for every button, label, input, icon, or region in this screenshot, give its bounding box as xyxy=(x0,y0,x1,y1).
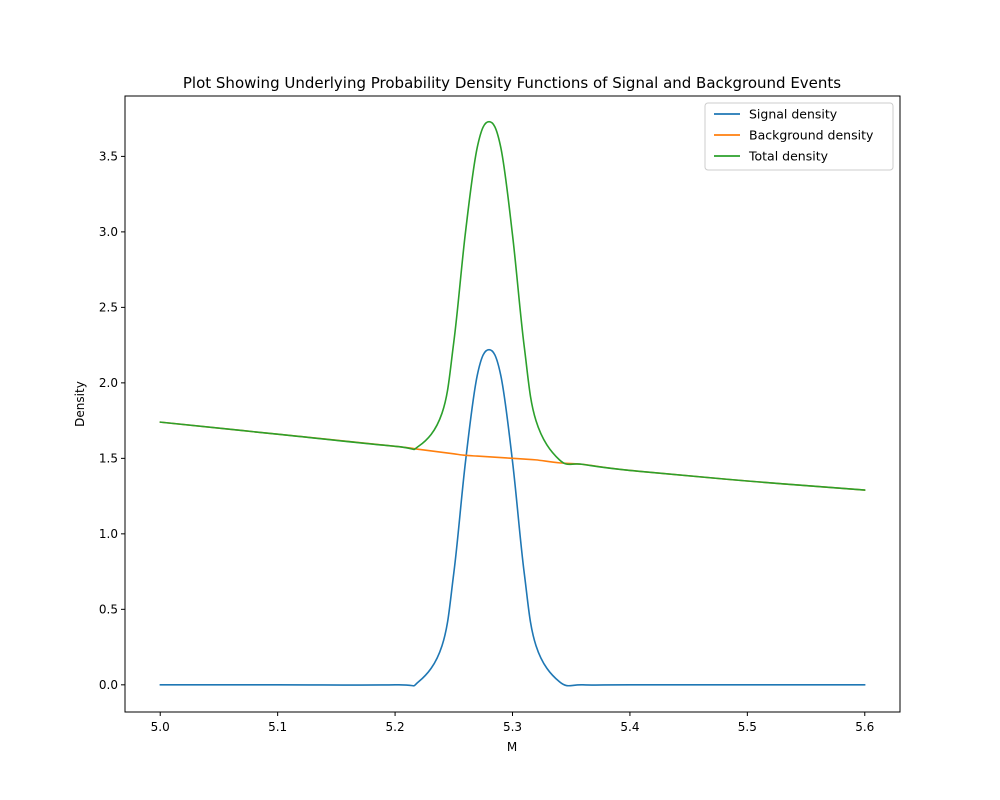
plot-area-frame xyxy=(124,95,901,713)
y-tick-label: 2.0 xyxy=(99,376,118,390)
y-tick-label: 3.0 xyxy=(99,225,118,239)
y-tick-label: 1.0 xyxy=(99,527,118,541)
series-layer xyxy=(159,120,866,687)
series-line-total-density xyxy=(159,120,866,491)
legend-items: Signal density Background density Total de… xyxy=(714,107,874,164)
y-tick-label: 3.5 xyxy=(99,149,118,163)
x-axis-ticks: 5.0 5.1 5.2 5.3 5.4 5.5 5.6 xyxy=(151,712,874,734)
legend-label: Total density xyxy=(748,149,829,164)
legend-label: Background density xyxy=(749,128,874,143)
x-tick-label: 5.4 xyxy=(620,720,639,734)
x-tick-label: 5.1 xyxy=(268,720,287,734)
x-axis-label: M xyxy=(507,740,517,754)
x-tick-label: 5.0 xyxy=(151,720,170,734)
x-tick-label: 5.3 xyxy=(503,720,522,734)
y-tick-label: 1.5 xyxy=(99,451,118,465)
x-tick-label: 5.5 xyxy=(738,720,757,734)
x-tick-label: 5.6 xyxy=(855,720,874,734)
y-tick-label: 0.5 xyxy=(99,602,118,616)
y-tick-label: 0.0 xyxy=(99,678,118,692)
y-axis-label: Density xyxy=(73,381,87,427)
y-axis-ticks: 0.0 0.5 1.0 1.5 2.0 2.5 3.0 3.5 xyxy=(99,149,125,692)
x-tick-label: 5.2 xyxy=(386,720,405,734)
legend: Signal density Background density Total de… xyxy=(704,102,894,171)
chart-title: Plot Showing Underlying Probability Dens… xyxy=(183,74,841,92)
y-tick-label: 2.5 xyxy=(99,300,118,314)
series-line-signal-density xyxy=(159,348,866,687)
legend-label: Signal density xyxy=(749,107,838,122)
legend-box xyxy=(704,102,894,171)
